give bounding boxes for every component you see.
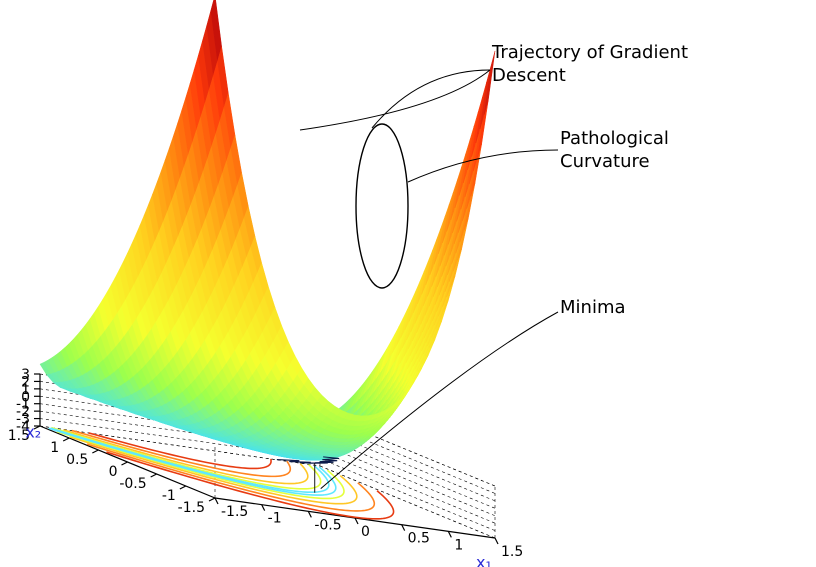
svg-text:0: 0 xyxy=(361,524,370,540)
figure-canvas: -1.5-1-0.500.511.5-1.5-1-0.500.511.5-4-3… xyxy=(0,0,816,567)
svg-text:3: 3 xyxy=(21,367,30,383)
svg-text:0.5: 0.5 xyxy=(66,452,88,468)
callout-pathological xyxy=(408,150,558,182)
svg-text:-1: -1 xyxy=(162,488,176,504)
pathological-curvature-ellipse xyxy=(356,124,408,288)
svg-text:x₁: x₁ xyxy=(476,553,492,567)
annotation-minima: Minima xyxy=(560,297,626,320)
svg-text:1: 1 xyxy=(50,440,59,456)
svg-text:-1.5: -1.5 xyxy=(221,504,248,520)
svg-text:-1.5: -1.5 xyxy=(178,500,205,516)
svg-text:1.5: 1.5 xyxy=(501,544,523,560)
callout-trajectory-2 xyxy=(300,70,490,130)
svg-text:-0.5: -0.5 xyxy=(314,517,341,533)
callout-trajectory xyxy=(372,70,490,128)
annotation-pathological-curvature: PathologicalCurvature xyxy=(560,128,669,173)
svg-text:x₂: x₂ xyxy=(25,423,41,442)
svg-text:-1: -1 xyxy=(268,511,282,527)
svg-text:-0.5: -0.5 xyxy=(119,476,146,492)
surface xyxy=(40,0,495,460)
svg-text:0: 0 xyxy=(109,464,118,480)
svg-text:1: 1 xyxy=(454,537,463,553)
annotation-trajectory: Trajectory of GradientDescent xyxy=(492,42,688,87)
svg-text:0.5: 0.5 xyxy=(408,531,430,547)
